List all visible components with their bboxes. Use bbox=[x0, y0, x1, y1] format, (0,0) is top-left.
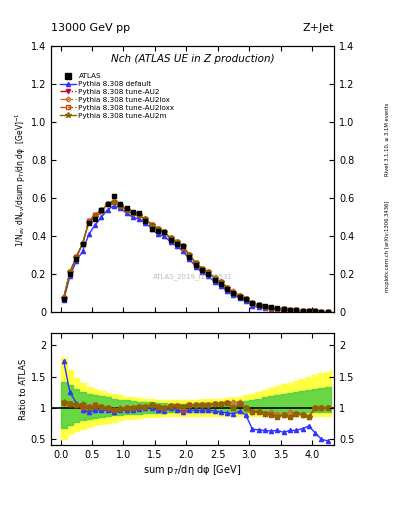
Point bbox=[281, 305, 287, 313]
Text: ATLAS_2019_I1736531: ATLAS_2019_I1736531 bbox=[152, 273, 233, 281]
Point bbox=[199, 266, 205, 274]
Point bbox=[325, 308, 331, 316]
Point bbox=[105, 200, 111, 208]
Point bbox=[299, 307, 306, 315]
Point bbox=[312, 307, 318, 315]
Point bbox=[306, 307, 312, 315]
Point bbox=[230, 289, 237, 297]
Point bbox=[193, 261, 199, 269]
Legend: ATLAS, Pythia 8.308 default, Pythia 8.308 tune-AU2, Pythia 8.308 tune-AU2lox, Py: ATLAS, Pythia 8.308 default, Pythia 8.30… bbox=[57, 71, 177, 121]
Point bbox=[61, 295, 67, 303]
Point bbox=[243, 295, 249, 303]
Point bbox=[262, 302, 268, 310]
Point bbox=[167, 236, 174, 244]
Point bbox=[86, 219, 92, 227]
Point bbox=[155, 226, 161, 234]
Point bbox=[186, 253, 193, 261]
Point bbox=[92, 215, 98, 223]
Point bbox=[255, 301, 262, 309]
Point bbox=[130, 207, 136, 216]
Point bbox=[136, 209, 142, 218]
Point bbox=[205, 270, 211, 279]
Text: Nch (ATLAS UE in Z production): Nch (ATLAS UE in Z production) bbox=[111, 54, 274, 64]
Point bbox=[117, 200, 123, 208]
Point bbox=[174, 240, 180, 248]
Point bbox=[268, 303, 274, 311]
Point bbox=[224, 285, 230, 293]
X-axis label: sum p$_{T}$/dη dφ [GeV]: sum p$_{T}$/dη dφ [GeV] bbox=[143, 463, 242, 477]
Text: mcplots.cern.ch [arXiv:1306.3436]: mcplots.cern.ch [arXiv:1306.3436] bbox=[385, 200, 389, 291]
Point bbox=[98, 205, 105, 214]
Point bbox=[293, 306, 299, 314]
Point bbox=[79, 240, 86, 248]
Point bbox=[249, 298, 255, 307]
Point bbox=[218, 280, 224, 288]
Text: Rivet 3.1.10, ≥ 3.1M events: Rivet 3.1.10, ≥ 3.1M events bbox=[385, 102, 389, 176]
Point bbox=[67, 270, 73, 279]
Point bbox=[111, 192, 117, 200]
Point bbox=[149, 225, 155, 233]
Text: Z+Jet: Z+Jet bbox=[303, 23, 334, 33]
Point bbox=[211, 276, 218, 284]
Point bbox=[237, 293, 243, 301]
Point bbox=[180, 242, 186, 250]
Text: 13000 GeV pp: 13000 GeV pp bbox=[51, 23, 130, 33]
Point bbox=[274, 304, 281, 312]
Y-axis label: 1/N$_{ev}$ dN$_{ev}$/dsum p$_{T}$/dη dφ  [GeV]$^{-1}$: 1/N$_{ev}$ dN$_{ev}$/dsum p$_{T}$/dη dφ … bbox=[14, 112, 28, 247]
Point bbox=[287, 306, 293, 314]
Y-axis label: Ratio to ATLAS: Ratio to ATLAS bbox=[19, 358, 28, 420]
Point bbox=[73, 255, 79, 263]
Point bbox=[123, 204, 130, 212]
Point bbox=[161, 228, 167, 237]
Point bbox=[142, 217, 149, 225]
Point bbox=[318, 308, 325, 316]
